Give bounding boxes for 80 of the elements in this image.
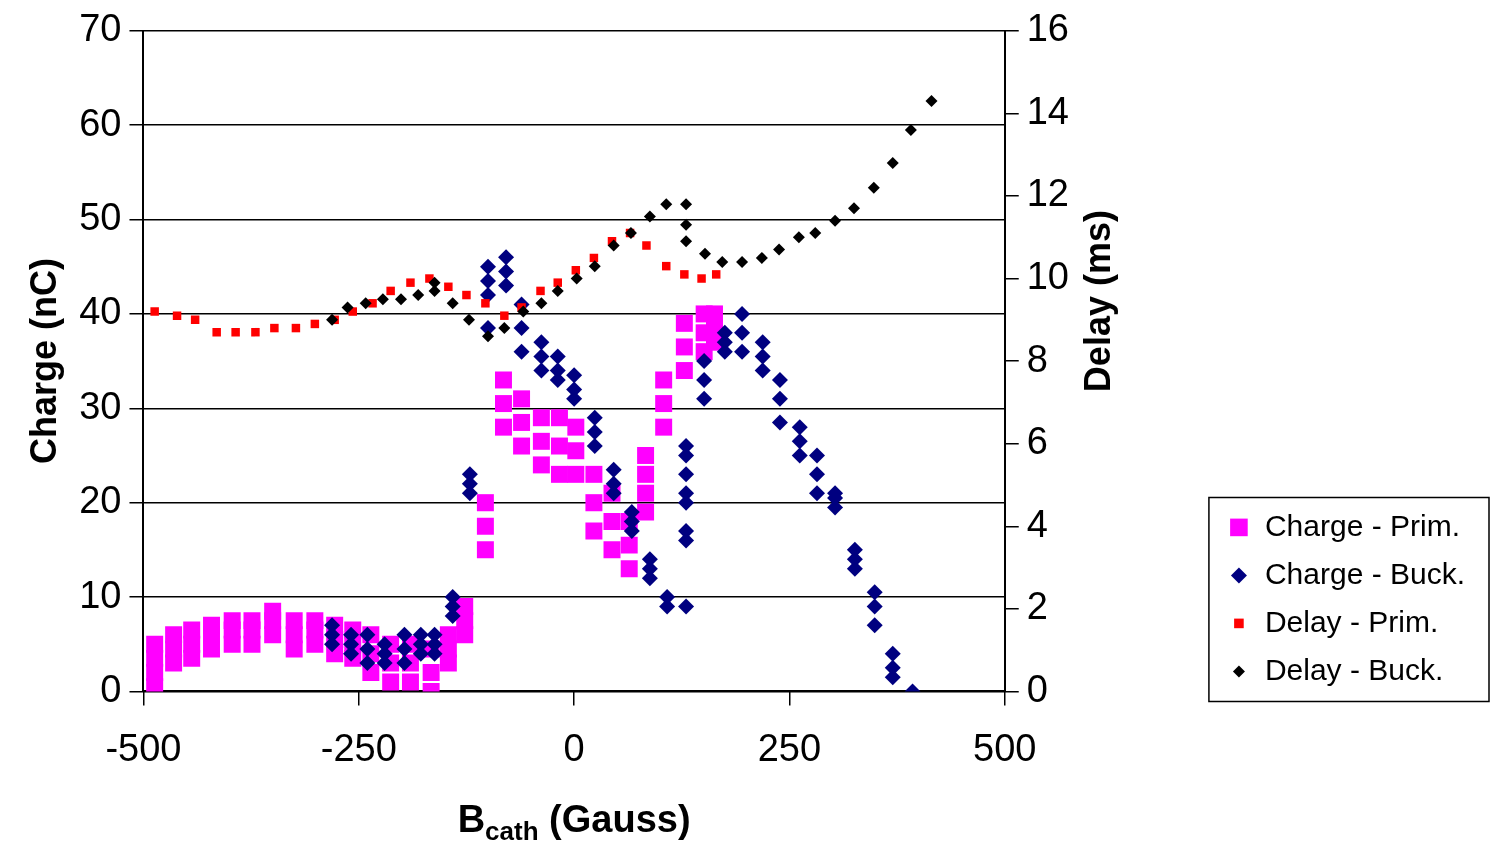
- y2-tick-label: 0: [1026, 667, 1048, 710]
- legend-label: Delay - Buck.: [1264, 652, 1444, 686]
- point: [551, 284, 564, 297]
- point: [829, 214, 842, 227]
- point: [462, 290, 471, 300]
- x-tick-label: 0: [563, 726, 585, 769]
- point: [553, 278, 562, 287]
- point: [736, 256, 749, 269]
- legend-label: Charge - Prim.: [1264, 508, 1460, 542]
- y2-tick-label: 6: [1026, 420, 1048, 463]
- point: [270, 323, 279, 333]
- point: [231, 327, 240, 337]
- point: [376, 293, 389, 306]
- point: [755, 251, 768, 264]
- point: [412, 289, 425, 302]
- point: [773, 243, 786, 256]
- y-tick-label: 70: [79, 7, 122, 50]
- x-tick-label: 250: [757, 726, 822, 769]
- point: [680, 218, 693, 231]
- y2-tick-label: 16: [1026, 7, 1070, 50]
- point: [792, 231, 805, 244]
- point: [680, 198, 693, 211]
- point: [680, 235, 693, 248]
- y2-tick-label: 14: [1026, 89, 1070, 132]
- y-tick-label: 60: [79, 101, 122, 144]
- point: [699, 247, 712, 260]
- point: [642, 241, 651, 250]
- y2-tick-label: 4: [1026, 502, 1048, 545]
- point: [212, 327, 221, 337]
- y-tick-label: 0: [100, 667, 122, 710]
- point: [394, 293, 407, 306]
- point: [535, 297, 548, 310]
- point: [446, 297, 459, 310]
- y2-axis-title: Delay (ms): [1076, 210, 1118, 393]
- point: [481, 299, 490, 308]
- point: [386, 286, 395, 296]
- x-tick-label: -250: [320, 726, 397, 769]
- y-tick-label: 10: [79, 573, 122, 616]
- point: [463, 313, 476, 326]
- point: [444, 282, 453, 292]
- point: [500, 311, 509, 320]
- point: [680, 270, 689, 279]
- y2-tick-label: 10: [1026, 255, 1070, 298]
- point: [660, 198, 673, 211]
- point: [925, 94, 938, 107]
- legend-label: Charge - Buck.: [1264, 556, 1466, 590]
- point: [536, 286, 545, 296]
- y-tick-label: 50: [79, 196, 122, 239]
- legend-label: Delay - Prim.: [1264, 604, 1439, 638]
- point: [643, 210, 656, 223]
- y2-tick-label: 8: [1026, 337, 1048, 380]
- point: [359, 297, 372, 310]
- y2-tick-label: 12: [1026, 172, 1070, 215]
- point: [150, 307, 159, 316]
- point: [809, 227, 822, 240]
- point: [716, 256, 729, 269]
- y2-tick-label: 2: [1026, 585, 1048, 628]
- x-tick-label: 500: [973, 726, 1037, 769]
- point: [326, 313, 339, 326]
- x-tick-label: -500: [105, 726, 182, 769]
- point: [588, 260, 601, 273]
- point: [517, 305, 530, 318]
- y-tick-label: 20: [79, 479, 122, 522]
- point: [697, 274, 706, 283]
- point: [251, 327, 260, 337]
- point: [711, 270, 721, 279]
- point: [172, 311, 182, 320]
- point: [406, 278, 415, 287]
- point: [341, 301, 354, 314]
- point: [570, 272, 583, 285]
- point: [607, 239, 620, 252]
- point: [498, 322, 511, 335]
- y-axis-title: Charge (nC): [22, 258, 64, 465]
- point: [848, 202, 861, 215]
- point: [886, 156, 899, 169]
- y-tick-label: 40: [79, 290, 122, 333]
- y-tick-label: 30: [79, 384, 122, 427]
- point: [867, 181, 880, 194]
- point: [481, 330, 494, 343]
- point: [571, 266, 581, 275]
